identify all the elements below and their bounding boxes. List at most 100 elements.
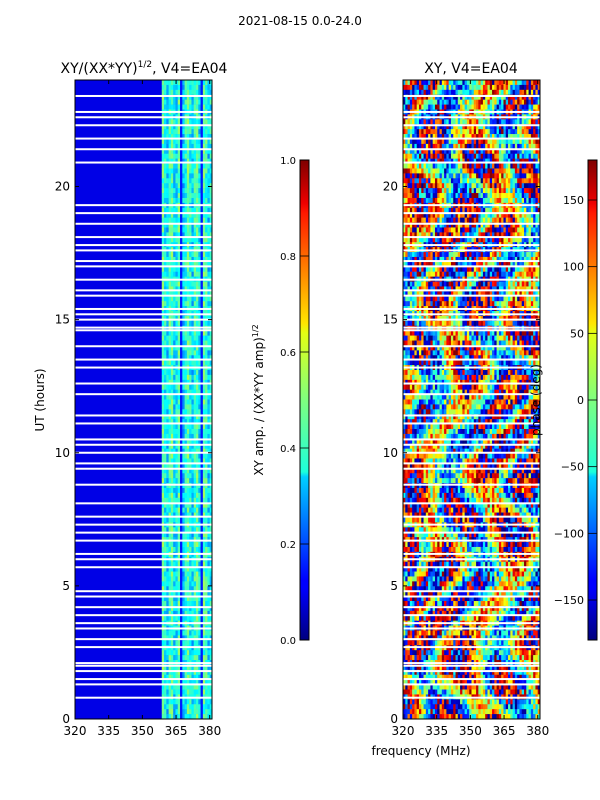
heatmap1-cell bbox=[187, 562, 190, 567]
heatmap2-cell bbox=[481, 154, 484, 159]
heatmap2-cell bbox=[424, 90, 427, 95]
heatmap1-cell bbox=[207, 370, 210, 375]
heatmap2-cell bbox=[410, 164, 413, 169]
heatmap1-cell bbox=[203, 336, 206, 341]
heatmap1-cell bbox=[169, 616, 172, 621]
heatmap1-cell bbox=[198, 493, 201, 498]
heatmap1-cell bbox=[173, 331, 176, 336]
heatmap1-cell bbox=[205, 572, 208, 577]
heatmap1-cell bbox=[205, 350, 208, 355]
heatmap2-cell bbox=[437, 173, 440, 178]
heatmap1-cell bbox=[182, 336, 185, 341]
heatmap1-cell bbox=[182, 699, 185, 704]
heatmap2-cell bbox=[449, 154, 452, 159]
heatmap2-cell bbox=[405, 198, 408, 203]
heatmap1-cell bbox=[189, 218, 192, 223]
heatmap2-cell bbox=[492, 168, 495, 173]
heatmap1-cell bbox=[205, 267, 208, 272]
heatmap2-cell bbox=[472, 129, 475, 134]
flag-row bbox=[75, 590, 212, 592]
heatmap2-cell bbox=[515, 173, 518, 178]
heatmap2-cell bbox=[410, 105, 413, 110]
heatmap1-cell bbox=[162, 282, 165, 287]
heatmap2-cell bbox=[451, 178, 454, 183]
heatmap2-cell bbox=[453, 139, 456, 144]
heatmap1-cell bbox=[198, 90, 201, 95]
heatmap2-cell bbox=[440, 173, 443, 178]
heatmap2-cell bbox=[410, 178, 413, 183]
heatmap2-cell bbox=[519, 154, 522, 159]
heatmap1-cell bbox=[166, 616, 169, 621]
heatmap2-cell bbox=[460, 218, 463, 223]
heatmap2-cell bbox=[412, 129, 415, 134]
heatmap1-cell bbox=[164, 434, 167, 439]
heatmap1-cell bbox=[173, 370, 176, 375]
heatmap2-cell bbox=[458, 105, 461, 110]
heatmap2-cell bbox=[435, 85, 438, 90]
heatmap2-cell bbox=[513, 139, 516, 144]
heatmap2-cell bbox=[474, 119, 477, 124]
heatmap2-cell bbox=[481, 164, 484, 169]
heatmap1-cell bbox=[205, 631, 208, 636]
flag-row bbox=[75, 566, 212, 568]
heatmap2-cell bbox=[440, 100, 443, 105]
heatmap2-cell bbox=[510, 227, 513, 232]
heatmap2-cell bbox=[476, 90, 479, 95]
heatmap2-cell bbox=[531, 183, 534, 188]
heatmap1-cell bbox=[198, 267, 201, 272]
heatmap1-cell bbox=[166, 218, 169, 223]
heatmap2-cell bbox=[529, 80, 532, 85]
heatmap2-cell bbox=[449, 193, 452, 198]
heatmap2-cell bbox=[481, 173, 484, 178]
heatmap1-cell bbox=[189, 360, 192, 365]
heatmap1-cell bbox=[178, 699, 181, 704]
heatmap2-cell bbox=[453, 154, 456, 159]
colorbar-tick-label: 0.0 bbox=[280, 636, 296, 647]
heatmap2-cell bbox=[533, 164, 536, 169]
heatmap2-cell bbox=[433, 90, 436, 95]
heatmap1-cell bbox=[187, 321, 190, 326]
heatmap2-cell bbox=[465, 173, 468, 178]
heatmap2-cell bbox=[449, 218, 452, 223]
heatmap1-cell bbox=[164, 493, 167, 498]
heatmap1-cell bbox=[207, 547, 210, 552]
heatmap2-cell bbox=[535, 100, 538, 105]
heatmap1-cell bbox=[169, 655, 172, 660]
heatmap1-cell bbox=[173, 493, 176, 498]
heatmap1-cell bbox=[178, 188, 181, 193]
heatmap2-cell bbox=[433, 164, 436, 169]
heatmap2-cell bbox=[408, 90, 411, 95]
heatmap1-cell bbox=[189, 473, 192, 478]
heatmap2-cell bbox=[430, 168, 433, 173]
heatmap1-cell bbox=[164, 139, 167, 144]
heatmap1-cell bbox=[169, 640, 172, 645]
heatmap2-cell bbox=[499, 164, 502, 169]
heatmap2-cell bbox=[465, 100, 468, 105]
heatmap1-cell bbox=[182, 395, 185, 400]
heatmap2-cell bbox=[522, 85, 525, 90]
heatmap1-cell bbox=[196, 473, 199, 478]
heatmap1-cell bbox=[196, 321, 199, 326]
heatmap1-cell bbox=[205, 709, 208, 714]
heatmap2-cell bbox=[442, 227, 445, 232]
heatmap1-cell bbox=[201, 650, 204, 655]
heatmap2-cell bbox=[467, 80, 470, 85]
heatmap1-cell bbox=[173, 193, 176, 198]
heatmap2-cell bbox=[458, 193, 461, 198]
heatmap2-cell bbox=[426, 193, 429, 198]
heatmap1-cell bbox=[171, 640, 174, 645]
heatmap1-cell bbox=[198, 80, 201, 85]
panel2-title: XY, V4=EA04 bbox=[424, 61, 518, 77]
heatmap2-cell bbox=[476, 168, 479, 173]
heatmap1-cell bbox=[194, 272, 197, 277]
heatmap1-cell bbox=[182, 282, 185, 287]
heatmap2-cell bbox=[419, 168, 422, 173]
heatmap1-cell bbox=[207, 429, 210, 434]
heatmap1-cell bbox=[196, 493, 199, 498]
heatmap1-cell bbox=[171, 704, 174, 709]
heatmap2-cell bbox=[481, 193, 484, 198]
heatmap1-cell bbox=[198, 434, 201, 439]
heatmap1-cell bbox=[162, 100, 165, 105]
heatmap1-cell bbox=[201, 434, 204, 439]
heatmap1-cell bbox=[187, 370, 190, 375]
